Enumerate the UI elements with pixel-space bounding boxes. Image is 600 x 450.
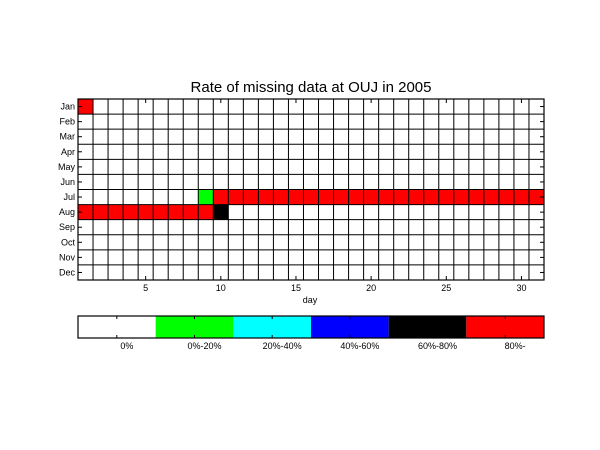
plot-frame [77,98,545,281]
y-tick-label-jan: Jan [60,102,75,112]
heatmap-cell-jul-14 [273,189,289,205]
heatmap-cell-jul-9 [198,189,214,205]
legend-label-0: 0% [120,341,133,351]
heatmap-grid [77,98,545,281]
heatmap-cell-aug-5 [138,204,154,220]
axis-tick-labels: Jan Feb Mar Apr May Jun Jul Aug Sep Oct Nov Dec 5 10 1… [58,102,526,293]
y-tick-label-jul: Jul [63,192,75,202]
y-tick-label-jun: Jun [60,177,75,187]
heatmap-cell-jan-1 [78,99,94,115]
heatmap-cell-jul-12 [243,189,259,205]
heatmap-cell-jul-10 [213,189,229,205]
heatmap-cell-jul-13 [258,189,274,205]
legend-swatch-1 [155,316,234,338]
heatmap-cell-jul-15 [288,189,304,205]
y-tick-label-apr: Apr [61,147,75,157]
heatmap-cells [78,99,544,220]
heatmap-cell-jul-27 [468,189,484,205]
heatmap-cell-aug-1 [78,204,94,220]
x-tick-label-20: 20 [366,283,376,293]
y-tick-label-aug: Aug [59,207,75,217]
heatmap-cell-jul-24 [423,189,439,205]
heatmap-cell-jul-21 [378,189,394,205]
color-legend: 0% 0%-20% 20%-40% 40%-60% 60%-80% 80%- [77,315,545,351]
y-tick-label-mar: Mar [60,132,76,142]
heatmap-cell-jul-11 [228,189,244,205]
heatmap-cell-jul-18 [333,189,349,205]
heatmap-cell-jul-17 [318,189,334,205]
heatmap-cell-jul-31 [528,189,544,205]
heatmap-cell-aug-7 [168,204,184,220]
y-tick-label-nov: Nov [59,252,76,262]
chart-title: Rate of missing data at OUJ in 2005 [191,79,432,96]
heatmap-cell-aug-4 [123,204,139,220]
heatmap-cell-jul-30 [513,189,529,205]
heatmap-cell-jul-16 [303,189,319,205]
y-tick-label-dec: Dec [59,267,76,277]
x-tick-label-25: 25 [441,283,451,293]
legend-swatch-4 [388,316,467,338]
legend-swatch-5 [466,316,544,338]
heatmap-cell-jul-23 [408,189,424,205]
x-tick-label-10: 10 [216,283,226,293]
heatmap-cell-aug-10 [213,204,229,220]
legend-swatch-3 [311,316,389,338]
legend-swatch-2 [233,316,311,338]
heatmap-cell-aug-6 [153,204,169,220]
heatmap-cell-jul-19 [348,189,364,205]
x-axis-label: day [303,295,318,305]
legend-label-2: 20%-40% [263,341,302,351]
heatmap-cell-jul-25 [438,189,454,205]
heatmap-cell-jul-29 [498,189,514,205]
heatmap-cell-jul-20 [363,189,379,205]
heatmap-cell-aug-8 [183,204,199,220]
heatmap-cell-aug-3 [108,204,124,220]
y-tick-label-oct: Oct [61,237,76,247]
heatmap-cell-aug-9 [198,204,214,220]
heatmap-cell-jul-26 [453,189,469,205]
x-tick-label-5: 5 [143,283,148,293]
legend-label-1: 0%-20% [187,341,221,351]
heatmap-cell-aug-2 [93,204,109,220]
axis-ticks [78,99,544,280]
heatmap-cell-jul-22 [393,189,409,205]
y-tick-label-sep: Sep [59,222,75,232]
legend-label-5: 80%- [505,341,526,351]
legend-label-3: 40%-60% [340,341,379,351]
legend-swatch-0 [78,316,156,338]
legend-label-4: 60%-80% [418,341,457,351]
y-tick-label-may: May [58,162,76,172]
x-tick-label-30: 30 [516,283,526,293]
legend-frame [77,315,545,339]
y-tick-label-feb: Feb [59,117,75,127]
heatmap-cell-jul-28 [483,189,499,205]
x-tick-label-15: 15 [291,283,301,293]
